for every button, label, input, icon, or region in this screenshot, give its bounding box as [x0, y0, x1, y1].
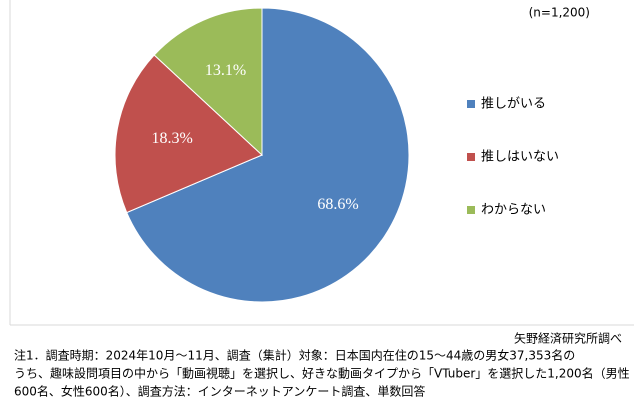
legend-label: わからない — [481, 203, 546, 218]
slice-label: 68.6% — [317, 196, 358, 213]
legend-label: 推しはいない — [481, 150, 559, 165]
pie-slice — [126, 7, 410, 303]
sample-size: (n=1,200) — [529, 6, 590, 20]
legend-swatch — [467, 206, 475, 214]
note-line: うち、趣味設問項目の中から「動画視聴」を選択し、好きな動画タイプから「VTube… — [14, 366, 630, 381]
slice-label: 18.3% — [152, 130, 193, 147]
slice-label: 13.1% — [205, 62, 246, 79]
note-line: 600名、女性600名）、調査方法：インターネットアンケート調査、単数回答 — [14, 384, 425, 399]
legend-swatch — [467, 153, 475, 161]
note-line: 注1．調査時期：2024年10月～11月、調査（集計）対象：日本国内在住の15～… — [14, 348, 575, 363]
pie-slice — [114, 54, 263, 214]
legend-label: 推しがいる — [481, 97, 546, 112]
pie-slice — [153, 7, 263, 157]
legend-swatch — [467, 100, 475, 108]
source: 矢野経済研究所調べ — [514, 331, 622, 346]
